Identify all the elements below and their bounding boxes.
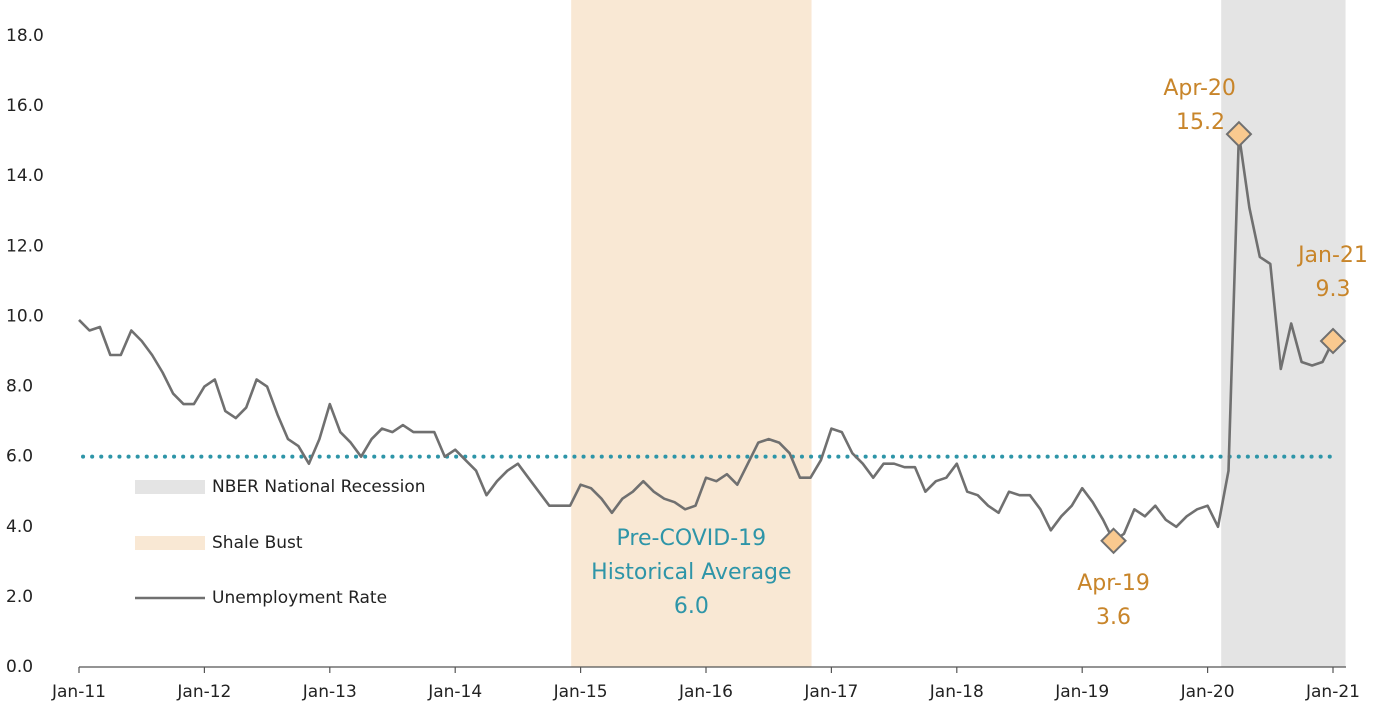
highlight-marker — [1225, 120, 1253, 148]
legend-label: NBER National Recession — [212, 477, 426, 497]
highlight-label: Apr-19 — [1077, 571, 1150, 596]
x-tick-label: Jan-15 — [553, 682, 608, 702]
y-tick-label: 8.0 — [6, 377, 33, 397]
legend-label: Unemployment Rate — [212, 588, 387, 608]
y-tick-label: 16.0 — [6, 96, 44, 116]
x-tick-label: Jan-14 — [427, 682, 482, 702]
x-tick-label: Jan-21 — [1305, 682, 1360, 702]
y-tick-label: 10.0 — [6, 306, 44, 326]
x-tick-label: Jan-20 — [1180, 682, 1235, 702]
y-tick-label: 18.0 — [6, 26, 44, 46]
average-annotation: 6.0 — [674, 594, 709, 619]
legend-swatch — [135, 536, 205, 550]
y-tick-label: 6.0 — [6, 447, 33, 467]
x-tick-label: Jan-12 — [176, 682, 231, 702]
line — [78, 132, 1335, 543]
band — [571, 0, 812, 667]
band — [1221, 0, 1346, 667]
average-annotation: Pre-COVID-19 — [617, 526, 767, 551]
highlight-label: Apr-20 — [1163, 76, 1236, 101]
y-tick-label: 0.0 — [6, 657, 33, 677]
y-tick-label: 12.0 — [6, 236, 44, 256]
x-tick-label: Jan-11 — [51, 682, 106, 702]
highlight-value: 3.6 — [1096, 605, 1131, 630]
x-tick-label: Jan-17 — [803, 682, 858, 702]
x-tick-label: Jan-13 — [302, 682, 357, 702]
highlight-value: 9.3 — [1316, 277, 1351, 302]
average-annotation: Historical Average — [591, 560, 791, 585]
legend-label: Shale Bust — [212, 533, 303, 553]
x-tick-label: Jan-18 — [929, 682, 984, 702]
highlight-value: 15.2 — [1176, 110, 1225, 135]
legend-swatch — [135, 480, 205, 494]
x-tick-label: Jan-19 — [1054, 682, 1109, 702]
y-tick-label: 4.0 — [6, 517, 33, 537]
x-tick-label: Jan-16 — [678, 682, 733, 702]
y-tick-label: 2.0 — [6, 587, 33, 607]
highlight-marker — [1100, 527, 1127, 555]
y-tick-label: 14.0 — [6, 166, 44, 186]
highlight-label: Jan-21 — [1296, 243, 1368, 268]
highlight-marker — [1319, 327, 1347, 355]
